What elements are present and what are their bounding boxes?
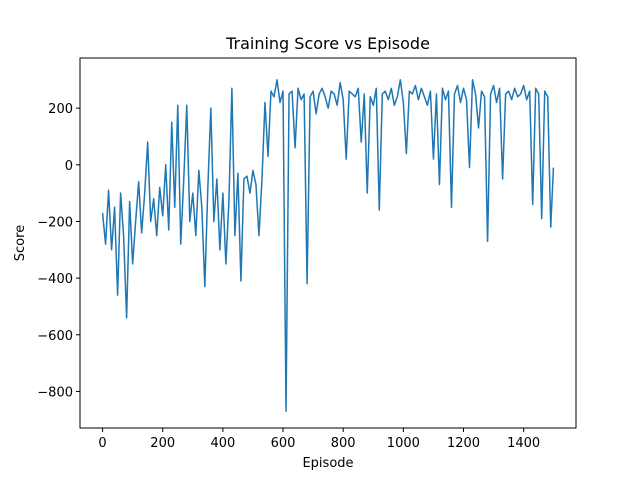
x-tick-label: 400 [210, 436, 235, 451]
y-tick-label: −400 [37, 272, 73, 287]
x-tick-label: 1200 [447, 436, 480, 451]
x-tick-label: 800 [331, 436, 356, 451]
x-tick-label: 200 [150, 436, 175, 451]
chart-title: Training Score vs Episode [225, 34, 430, 53]
x-tick-label: 600 [271, 436, 296, 451]
score-line [101, 79, 555, 413]
y-tick-label: 0 [65, 159, 73, 174]
x-axis-label: Episode [302, 456, 353, 471]
y-tick-label: 200 [48, 102, 73, 117]
y-tick-label: −200 [37, 215, 73, 230]
y-axis-label: Score [13, 225, 28, 261]
x-tick-label: 1400 [507, 436, 540, 451]
y-tick-label: −600 [37, 329, 73, 344]
plot-frame [79, 57, 577, 429]
x-tick-label: 0 [98, 436, 106, 451]
x-tick-label: 1000 [387, 436, 420, 451]
y-tick-label: −800 [37, 385, 73, 400]
